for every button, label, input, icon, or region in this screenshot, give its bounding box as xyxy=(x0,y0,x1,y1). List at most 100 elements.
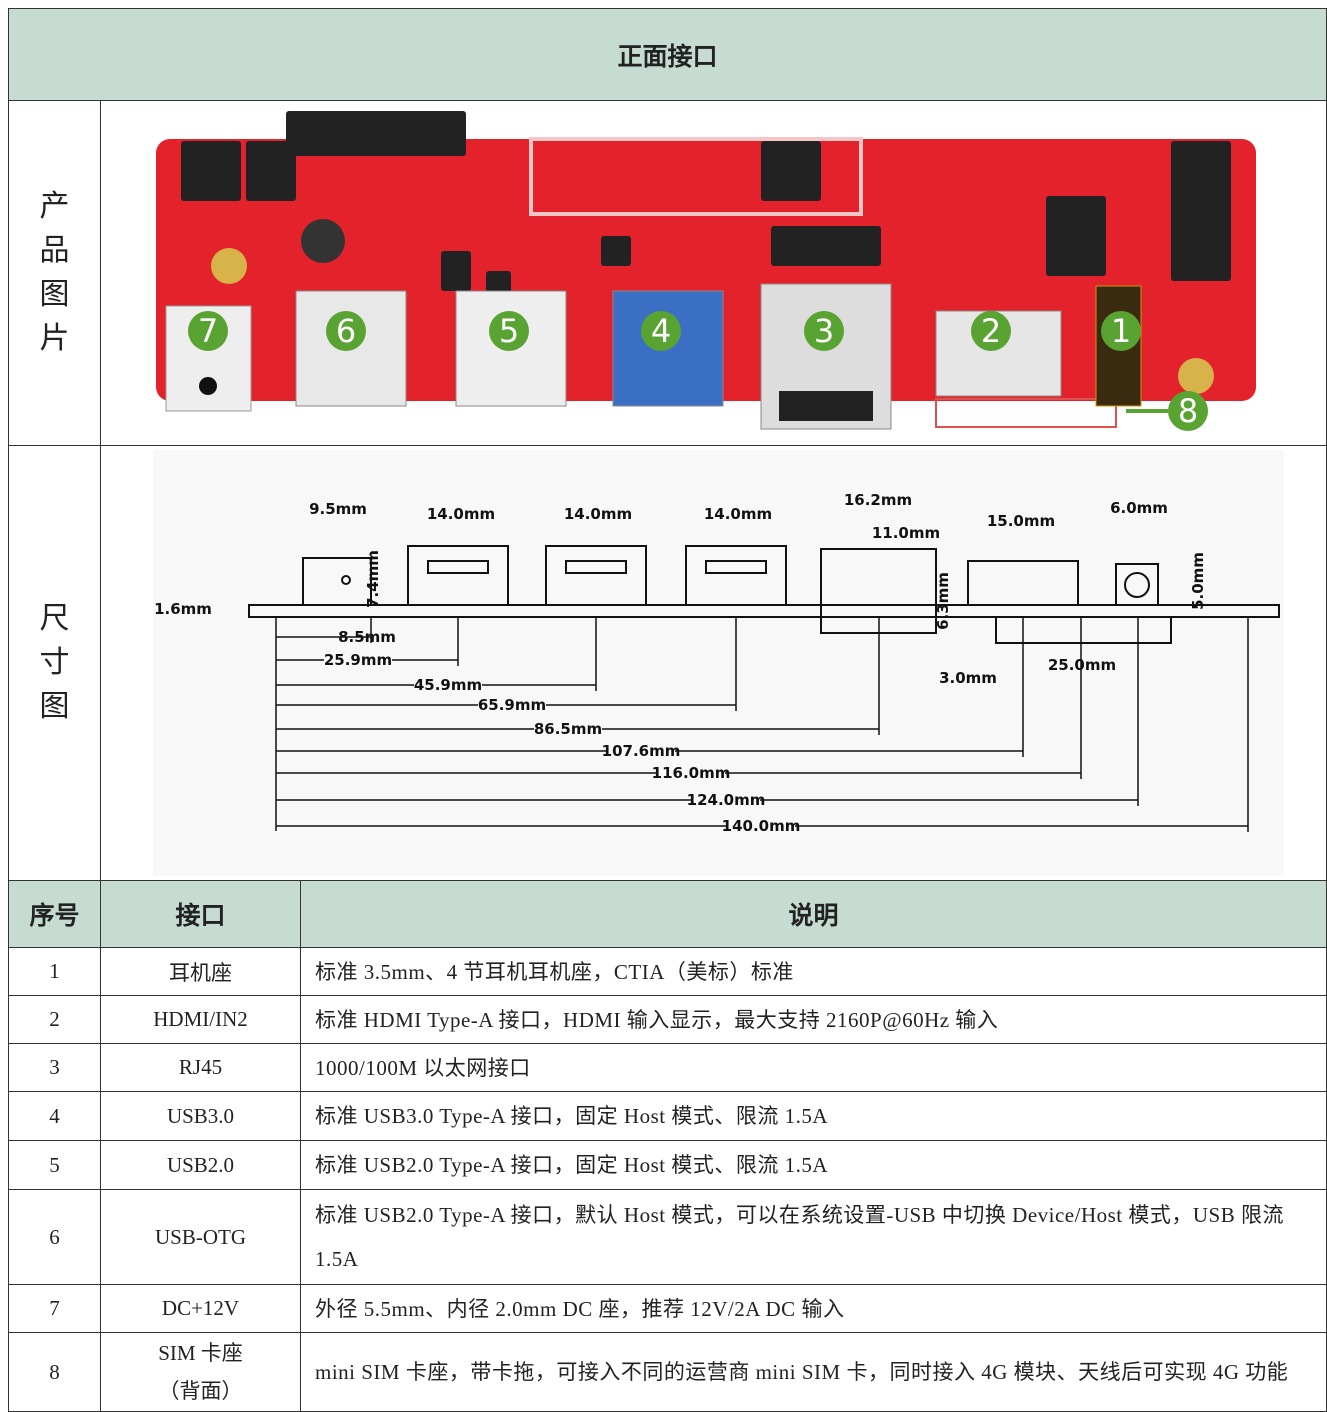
label-background xyxy=(414,676,482,694)
audio-outline xyxy=(1115,563,1159,606)
usb-outline xyxy=(545,545,647,606)
description-cell: 标准 USB2.0 Type-A 接口，固定 Host 模式、限流 1.5A xyxy=(300,1140,1327,1190)
shield xyxy=(529,137,863,216)
dimension-label: 25.9mm xyxy=(324,651,392,669)
callout-badge xyxy=(188,311,228,351)
interface-cell: USB-OTG xyxy=(100,1189,301,1285)
interface-line: SIM 卡座 xyxy=(158,1341,243,1365)
callout-number: 7 xyxy=(198,312,218,350)
capacitor xyxy=(301,219,345,263)
table-row: 3 RJ45 1000/100M 以太网接口 xyxy=(8,1043,1327,1092)
callout-badge xyxy=(326,311,366,351)
dimension-cell: 9.5mm 14.0mm 14.0mm 14.0mm 16.2mm 11.0mm 15.0m… xyxy=(100,445,1327,881)
callout-badge xyxy=(971,311,1011,351)
dimension-label: 14.0mm xyxy=(704,505,772,523)
label-background xyxy=(324,651,392,669)
dimension-label: 16.2mm xyxy=(844,491,912,509)
description-cell: 标准 USB3.0 Type-A 接口，固定 Host 模式、限流 1.5A xyxy=(300,1091,1327,1141)
dimension-label: 116.0mm xyxy=(652,764,731,782)
dimension-label: 65.9mm xyxy=(478,696,546,714)
dimension-label: 尺寸图 xyxy=(39,602,70,723)
usb-outline xyxy=(705,560,767,574)
index-cell: 3 xyxy=(8,1043,101,1092)
dimension-label: 45.9mm xyxy=(414,676,482,694)
table-row: 6 USB-OTG 标准 USB2.0 Type-A 接口，默认 Host 模式，可… xyxy=(8,1189,1327,1285)
description-cell: mini SIM 卡座，带卡拖，可接入不同的运营商 mini SIM 卡，同时接… xyxy=(300,1332,1327,1412)
chip xyxy=(441,251,471,291)
label-background xyxy=(727,817,795,835)
table-row: 8 SIM 卡座 （背面） mini SIM 卡座，带卡拖，可接入不同的运营商 min… xyxy=(8,1332,1327,1412)
label-background xyxy=(692,791,760,809)
dc-hole xyxy=(199,377,217,395)
label-background xyxy=(478,696,546,714)
chip xyxy=(181,141,241,201)
interface-cell: USB2.0 xyxy=(100,1140,301,1190)
dimension-label: 15.0mm xyxy=(987,512,1055,530)
dimension-label: 124.0mm xyxy=(687,791,766,809)
description-cell: 外径 5.5mm、内径 2.0mm DC 座，推荐 12V/2A DC 输入 xyxy=(300,1284,1327,1333)
dimension-label: 7.4mm xyxy=(364,550,382,608)
callout-number: 4 xyxy=(651,312,671,350)
dimension-row: 尺寸图 9.5mm 14.0mm 14.0mm 14.0mm 16.2mm 11.0mm 1… xyxy=(8,445,1327,881)
chip xyxy=(771,226,881,266)
interface-cell: 耳机座 xyxy=(100,947,301,996)
header-cell: 说明 xyxy=(300,880,1327,948)
dc-outline xyxy=(302,557,372,606)
interface-cell: SIM 卡座 （背面） xyxy=(100,1332,301,1412)
chip xyxy=(761,141,821,201)
interface-cell: HDMI/IN2 xyxy=(100,995,301,1044)
callout-number: 5 xyxy=(499,312,519,350)
callout-number: 6 xyxy=(336,312,356,350)
index-cell: 2 xyxy=(8,995,101,1044)
table-row: 4 USB3.0 标准 USB3.0 Type-A 接口，固定 Host 模式、限流… xyxy=(8,1091,1327,1141)
label-background xyxy=(607,742,675,760)
label-background xyxy=(657,764,725,782)
index-cell: 1 xyxy=(8,947,101,996)
header-row: 序号 接口 说明 xyxy=(8,880,1327,948)
description-cell: 标准 HDMI Type-A 接口，HDMI 输入显示，最大支持 2160P@6… xyxy=(300,995,1327,1044)
title-row: 正面接口 xyxy=(8,8,1327,101)
usb-outline xyxy=(427,560,489,574)
index-cell: 6 xyxy=(8,1189,101,1285)
description-cell: 1000/100M 以太网接口 xyxy=(300,1043,1327,1092)
photo-label: 产品图片 xyxy=(39,190,70,355)
header-cell: 序号 xyxy=(8,880,101,948)
dimension-label: 5.0mm xyxy=(1189,552,1207,610)
title: 正面接口 xyxy=(8,8,1327,101)
chip xyxy=(246,141,296,201)
usb-outline xyxy=(565,560,627,574)
index-cell: 5 xyxy=(8,1140,101,1190)
dimension-label: 8.5mm xyxy=(338,628,396,646)
label-background xyxy=(534,720,602,738)
dimension-label: 14.0mm xyxy=(564,505,632,523)
interface-cell: DC+12V xyxy=(100,1284,301,1333)
mount-hole xyxy=(211,248,247,284)
index-cell: 4 xyxy=(8,1091,101,1141)
callout-badge xyxy=(641,311,681,351)
callout-number: 3 xyxy=(814,312,834,350)
interface-cell: USB3.0 xyxy=(100,1091,301,1141)
dimension-label: 3.0mm xyxy=(939,669,997,687)
chip xyxy=(601,236,631,266)
chip xyxy=(1046,196,1106,276)
index-cell: 8 xyxy=(8,1332,101,1412)
board-photo: 1 2 3 4 5 6 7 8 xyxy=(156,111,1256,431)
chip xyxy=(286,111,466,156)
dc-outline xyxy=(341,575,351,585)
dimension-label: 14.0mm xyxy=(427,505,495,523)
interface-line: （背面） xyxy=(158,1379,243,1403)
index-cell: 7 xyxy=(8,1284,101,1333)
hdmi-outline xyxy=(967,560,1079,606)
dimension-label: 6.3mm xyxy=(934,572,952,630)
photo-cell: 1 2 3 4 5 6 7 8 xyxy=(100,100,1327,446)
dimension-label: 1.6mm xyxy=(154,600,212,618)
usb-outline xyxy=(685,545,787,606)
table-row: 5 USB2.0 标准 USB2.0 Type-A 接口，固定 Host 模式、限流… xyxy=(8,1140,1327,1190)
rj45-hole xyxy=(779,391,873,421)
header-cell: 接口 xyxy=(100,880,301,948)
dimension-label: 11.0mm xyxy=(872,524,940,542)
chip xyxy=(1171,141,1231,281)
photo-row: 产品图片 1 2 3 4 5 6 7 8 xyxy=(8,100,1327,446)
